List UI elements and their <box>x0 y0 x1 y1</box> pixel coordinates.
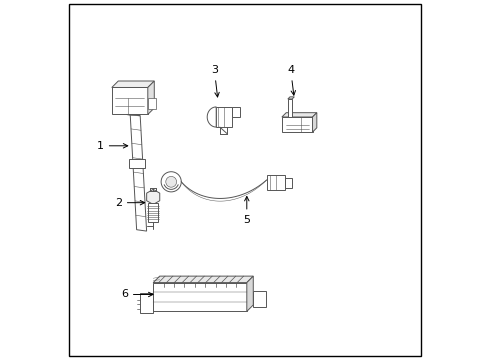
Polygon shape <box>153 276 253 283</box>
FancyBboxPatch shape <box>285 178 292 188</box>
FancyBboxPatch shape <box>282 117 313 132</box>
Polygon shape <box>247 276 253 311</box>
Text: 1: 1 <box>97 141 128 151</box>
FancyBboxPatch shape <box>288 99 292 117</box>
FancyBboxPatch shape <box>253 291 266 307</box>
FancyBboxPatch shape <box>129 159 145 168</box>
Polygon shape <box>313 113 317 132</box>
Polygon shape <box>148 81 154 114</box>
Polygon shape <box>130 114 147 231</box>
Polygon shape <box>126 114 140 115</box>
Polygon shape <box>112 81 154 87</box>
FancyBboxPatch shape <box>267 175 285 190</box>
Polygon shape <box>147 189 160 204</box>
FancyBboxPatch shape <box>153 283 247 311</box>
Text: 3: 3 <box>211 65 219 97</box>
Circle shape <box>166 176 176 187</box>
Text: 4: 4 <box>287 65 295 95</box>
Circle shape <box>161 172 181 192</box>
Text: 2: 2 <box>115 198 145 208</box>
Text: 6: 6 <box>121 289 153 300</box>
Polygon shape <box>282 113 317 117</box>
Text: 5: 5 <box>244 197 250 225</box>
FancyBboxPatch shape <box>140 293 153 313</box>
FancyBboxPatch shape <box>148 98 156 109</box>
FancyBboxPatch shape <box>216 107 232 127</box>
FancyBboxPatch shape <box>112 87 148 114</box>
Polygon shape <box>207 107 216 127</box>
FancyBboxPatch shape <box>148 203 158 222</box>
FancyBboxPatch shape <box>232 107 240 117</box>
Polygon shape <box>288 97 294 99</box>
